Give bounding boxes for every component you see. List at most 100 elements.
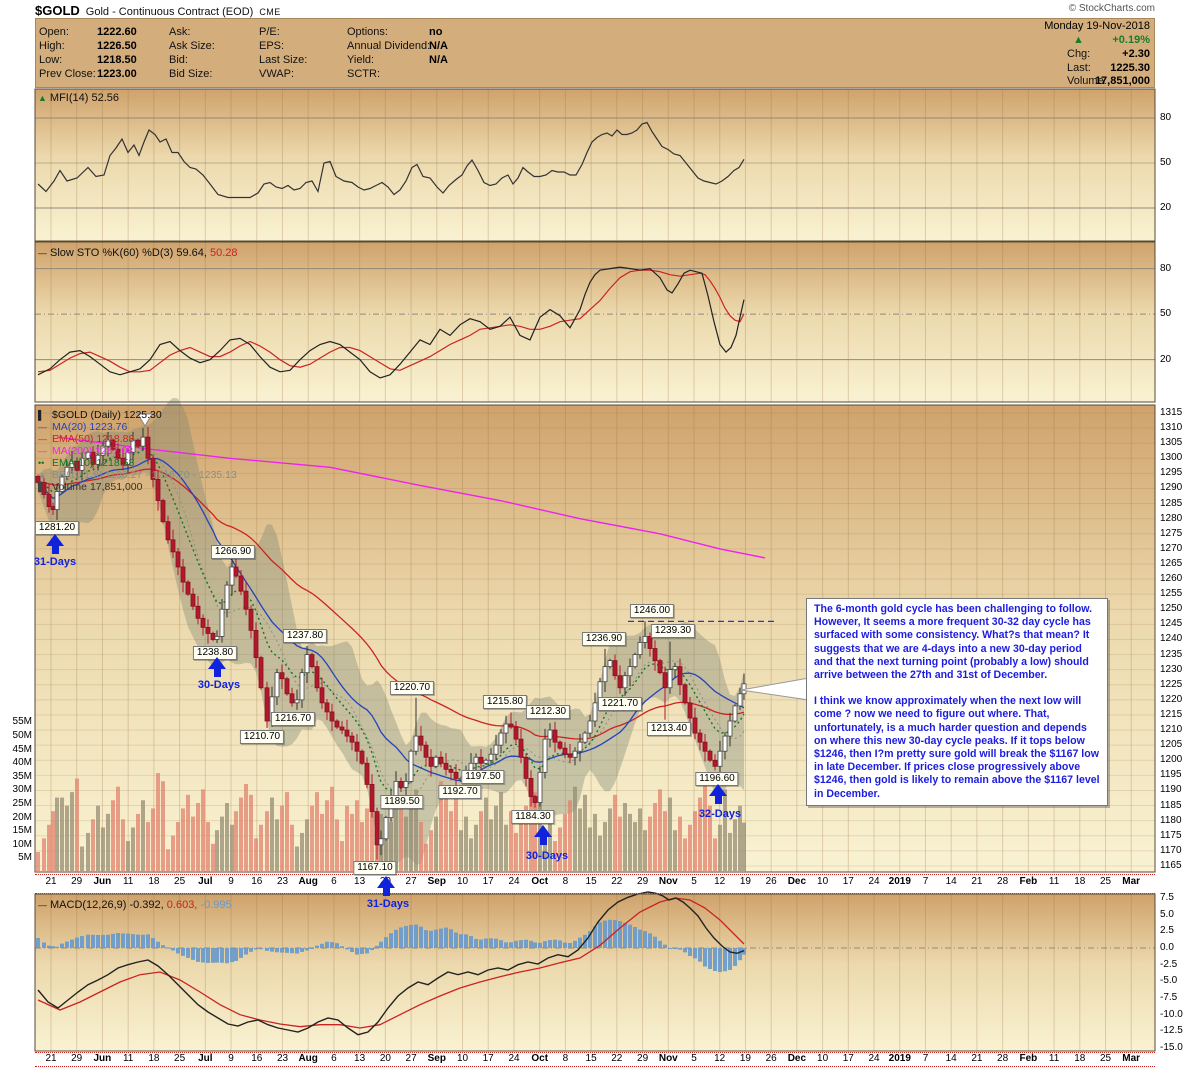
sto-axis-label: 80 [1160, 262, 1172, 274]
x-axis-label-macd: 12 [714, 1053, 726, 1064]
x-axis-label: Nov [658, 876, 678, 887]
x-axis-label-macd: Aug [298, 1053, 318, 1064]
price-axis-label: 1310 [1160, 422, 1183, 434]
x-axis-label: 9 [228, 876, 234, 887]
x-axis-label-macd: Oct [531, 1053, 549, 1064]
x-axis-label-macd: 18 [148, 1053, 160, 1064]
volume-axis-label: 30M [12, 784, 32, 796]
legend-swatch-icon: ▋ [38, 482, 45, 492]
quote-field-label: Low: [39, 54, 63, 66]
legend-text: Volume 17,851,000 [52, 481, 143, 493]
volume-axis-label: 15M [12, 825, 32, 837]
price-annotation: 1239.30 [650, 624, 696, 638]
x-axis-label-macd: 26 [765, 1053, 777, 1064]
price-annotation: 1212.30 [525, 705, 571, 719]
quote-field-label: Open: [39, 26, 69, 38]
price-axis-label: 1280 [1160, 512, 1183, 524]
cycle-day-label: 32-Days [698, 808, 742, 820]
volume-axis-label: 45M [12, 743, 32, 755]
legend-text: BB(10,1.9) 1198.27 - 1216.70 - 1235.13 [52, 469, 237, 481]
x-axis-label-macd: 21 [971, 1053, 983, 1064]
cycle-arrow-icon [709, 784, 727, 804]
x-axis-label-macd: Nov [658, 1053, 678, 1064]
x-axis-label: 11 [122, 876, 134, 887]
price-axis-label: 1220 [1160, 693, 1183, 705]
price-axis-label: 1195 [1160, 769, 1182, 781]
volume-value: 17,851,000 [1094, 75, 1150, 87]
volume-axis-label: 5M [18, 852, 32, 864]
x-axis-label: 17 [842, 876, 854, 887]
volume-axis-label: 20M [12, 811, 32, 823]
legend-text: MA(200) 1267.08 [52, 445, 134, 457]
percent-change: +0.19% [1112, 34, 1150, 46]
price-annotation: 1237.80 [282, 629, 328, 643]
x-axis-label-macd: 14 [945, 1053, 957, 1064]
x-axis-label-macd: 19 [739, 1053, 751, 1064]
quote-field-label: High: [39, 40, 65, 52]
exchange-label: CME [259, 7, 281, 17]
x-axis-label: Mar [1122, 876, 1141, 887]
price-annotation: 1220.70 [389, 681, 435, 695]
quote-field-value: 1222.60 [97, 26, 137, 38]
price-axis-label: 1265 [1160, 557, 1183, 569]
price-annotation: 1266.90 [210, 545, 256, 559]
price-axis-label: 1270 [1160, 542, 1183, 554]
x-axis-label-macd: 11 [122, 1053, 134, 1064]
x-axis-label: 6 [331, 876, 337, 887]
price-annotation: 1210.70 [239, 730, 285, 744]
legend-swatch-icon: — [38, 422, 47, 432]
x-axis-label-macd: Feb [1019, 1053, 1038, 1064]
price-axis-label: 1285 [1160, 497, 1183, 509]
x-axis-label: 12 [714, 876, 726, 887]
price-axis-label: 1260 [1160, 573, 1183, 585]
volume-axis-label: 40M [12, 757, 32, 769]
x-axis-label-macd: 23 [276, 1053, 289, 1064]
x-axis-label: 29 [637, 876, 649, 887]
legend-text: EMA(10) 1218.58 [52, 457, 135, 469]
x-axis-label-macd: Dec [787, 1053, 807, 1064]
quote-field-label: Last Size: [259, 54, 308, 66]
x-axis-label: 14 [945, 876, 957, 887]
change-up-triangle: ▲ [1073, 34, 1084, 46]
legend-swatch-icon: — [38, 446, 47, 456]
legend-text: $GOLD (Daily) 1225.30 [52, 409, 162, 421]
x-axis-label: 25 [1099, 876, 1112, 887]
price-axis-label: 1305 [1160, 437, 1183, 449]
x-axis-label-macd: 13 [354, 1053, 366, 1064]
x-axis-label: 23 [276, 876, 289, 887]
quote-field-label: VWAP: [259, 68, 295, 80]
legend-item: ▋ Volume 17,851,000 [38, 481, 237, 493]
volume-axis-label: 10M [12, 838, 32, 850]
cycle-day-label: 30-Days [525, 850, 569, 862]
x-axis-label: 19 [739, 876, 751, 887]
x-axis-label-macd: 10 [817, 1053, 829, 1064]
x-axis-label-macd: 7 [922, 1053, 929, 1064]
x-axis-label-macd: 17 [482, 1053, 494, 1064]
x-axis-label-macd: 16 [251, 1053, 263, 1064]
x-axis-label-macd: 28 [997, 1053, 1009, 1064]
sto-line-icon: — [38, 248, 47, 258]
price-axis-label: 1235 [1160, 648, 1183, 660]
x-axis-label-macd: Sep [427, 1053, 446, 1064]
cycle-arrow-icon [208, 657, 226, 677]
sto-panel-label: — Slow STO %K(60) %D(3) 59.64, 50.28 [38, 247, 238, 259]
x-axis-label-macd: 24 [868, 1053, 880, 1064]
x-axis-label-macd: 29 [637, 1053, 649, 1064]
macd-axis-label: -12.5 [1160, 1025, 1183, 1037]
x-axis-label: 22 [611, 876, 623, 887]
macd-axis-label: -15.0 [1160, 1042, 1183, 1053]
last-value: 1225.30 [1110, 62, 1150, 74]
quote-field-value: no [429, 26, 443, 38]
price-annotation: 1192.70 [438, 785, 482, 799]
x-axis-label: Oct [531, 876, 549, 887]
x-axis-label-macd: 8 [562, 1053, 569, 1064]
x-axis-label: 21 [971, 876, 983, 887]
note-paragraph-2: I think we know approximately when the n… [814, 695, 1100, 800]
quote-field-label: Bid: [169, 54, 188, 66]
x-axis-label-macd: 21 [45, 1053, 57, 1064]
x-axis-label-macd: 22 [611, 1053, 623, 1064]
x-axis-label: 26 [765, 876, 777, 887]
cycle-arrow-icon [377, 876, 395, 896]
macd-panel-label: — MACD(12,26,9) -0.392, 0.603, -0.995 [38, 899, 232, 911]
